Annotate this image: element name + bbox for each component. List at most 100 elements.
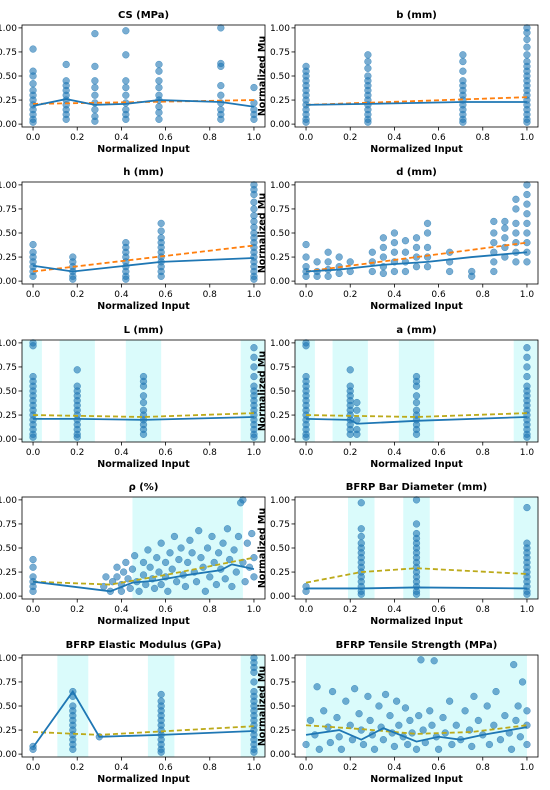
x-tick-label: 0.6 <box>158 605 173 615</box>
y-axis-label: Normalized Mu <box>257 351 268 431</box>
data-point <box>390 238 399 247</box>
data-point <box>306 716 315 725</box>
data-point <box>337 745 346 753</box>
chart-title: CS (MPa) <box>118 10 169 21</box>
data-point <box>203 544 212 552</box>
data-point <box>390 742 399 751</box>
data-point <box>157 227 165 235</box>
data-point <box>401 704 410 712</box>
data-point <box>468 272 476 280</box>
data-point <box>346 430 354 438</box>
trend-line <box>32 563 255 593</box>
x-tick-label: 0.2 <box>343 448 357 458</box>
y-tick-label: 0.75 <box>0 48 17 58</box>
plot-frame <box>21 24 266 128</box>
data-point <box>512 205 520 213</box>
y-tick-label: 0.75 <box>270 48 290 58</box>
trend-line <box>32 689 254 748</box>
data-point <box>346 258 354 266</box>
data-point <box>333 713 341 722</box>
data-point <box>250 353 258 361</box>
data-point <box>335 733 343 741</box>
x-tick-label: 0.6 <box>431 448 446 458</box>
x-tick-label: 1.0 <box>247 605 262 615</box>
data-point <box>523 29 531 37</box>
y-tick-label: 0.50 <box>0 229 17 239</box>
data-point <box>523 43 531 51</box>
data-point <box>523 229 531 237</box>
data-point <box>197 553 205 562</box>
x-tick-label: 1.0 <box>520 763 535 773</box>
data-point <box>390 267 399 276</box>
data-point <box>423 243 432 252</box>
x-tick-label: 0.4 <box>114 763 129 773</box>
data-point <box>232 568 240 576</box>
y-tick-label: 0.25 <box>0 568 17 578</box>
data-point <box>461 707 469 715</box>
data-point <box>390 248 399 256</box>
x-tick-label: 0.4 <box>387 290 402 300</box>
data-point <box>353 398 361 407</box>
data-point <box>122 83 130 92</box>
data-point <box>381 690 390 699</box>
data-point <box>470 692 478 701</box>
chart-title: BFRP Elastic Modulus (GPa) <box>66 640 222 651</box>
y-tick-label: 0.75 <box>270 363 290 373</box>
data-point <box>459 57 467 66</box>
data-point <box>523 35 531 44</box>
y-tick-label: 0.75 <box>0 363 17 373</box>
data-point <box>313 258 321 266</box>
data-point <box>29 72 37 80</box>
y-tick-label: 1.00 <box>270 654 290 664</box>
data-point <box>426 707 434 715</box>
trend-line <box>32 98 255 108</box>
data-point <box>412 520 421 528</box>
fit-line <box>305 241 528 273</box>
data-point <box>368 267 376 276</box>
data-point <box>122 115 130 123</box>
data-point <box>29 433 37 441</box>
data-point <box>119 568 128 576</box>
chart-panel: h (mm) 0.0 0.2 0.4 0.6 0.8 1.0 0.00 0.25 0.50 0.75… <box>0 167 266 312</box>
data-point <box>241 578 249 586</box>
data-point <box>523 707 531 715</box>
data-point <box>523 181 531 189</box>
y-tick-label: 0.75 <box>0 205 17 215</box>
data-point <box>490 217 498 226</box>
data-point <box>219 539 227 547</box>
data-point <box>423 219 432 228</box>
data-point <box>364 57 372 66</box>
data-point <box>523 344 531 352</box>
data-point <box>501 711 509 720</box>
data-point <box>379 253 388 261</box>
data-point <box>172 578 181 586</box>
x-axis-label: Normalized Input <box>97 774 190 785</box>
data-point <box>214 549 223 557</box>
data-point <box>412 430 421 438</box>
data-point <box>217 62 225 71</box>
data-point <box>512 258 520 266</box>
x-tick-label: 1.0 <box>247 133 262 143</box>
x-tick-label: 0.8 <box>203 133 218 143</box>
data-point <box>379 234 388 242</box>
x-tick-label: 0.6 <box>158 133 173 143</box>
data-point <box>29 342 37 350</box>
y-tick-label: 0.75 <box>270 205 290 215</box>
data-point <box>364 64 372 72</box>
data-point <box>302 342 310 350</box>
y-tick-label: 0.00 <box>0 435 17 445</box>
y-tick-label: 1.00 <box>0 496 17 506</box>
data-point <box>302 433 310 441</box>
data-point <box>364 51 372 59</box>
data-point <box>386 711 394 720</box>
y-tick-label: 0.25 <box>0 253 17 263</box>
data-point <box>355 710 363 718</box>
trend-line <box>306 101 527 106</box>
data-point <box>91 77 99 85</box>
data-point <box>324 258 332 266</box>
chart-title: ρ (%) <box>129 482 159 493</box>
plot-frame <box>294 24 539 128</box>
data-point <box>157 748 165 756</box>
data-point <box>335 253 343 261</box>
data-point <box>395 721 403 729</box>
